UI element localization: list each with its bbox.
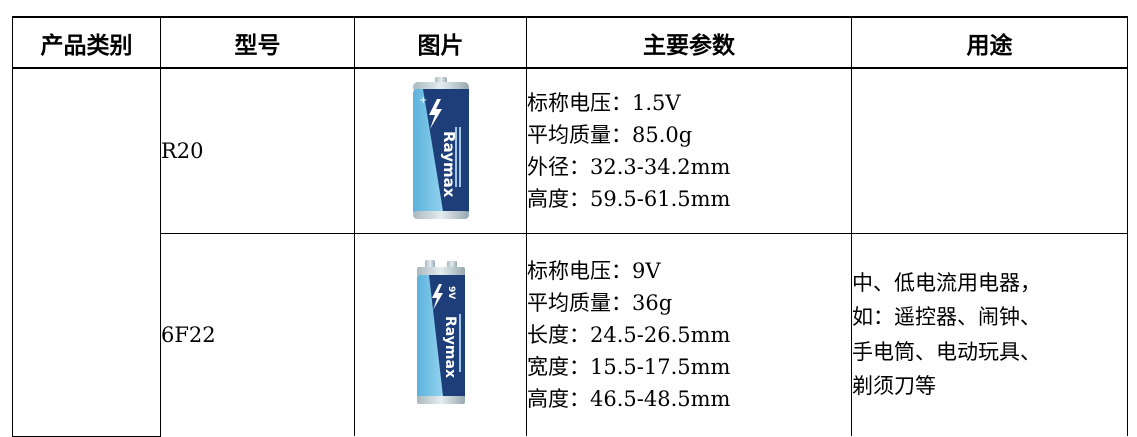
param-line: 标称电压：1.5V [527, 90, 681, 115]
param-line: 高度：46.5-48.5mm [527, 386, 731, 411]
battery-d-cell-icon: + Raymax [409, 75, 473, 227]
header-image: 图片 [354, 16, 527, 69]
battery-spec-table: 产品类别 型号 图片 主要参数 用途 R20 [12, 16, 1128, 437]
brand-label: Raymax [442, 316, 458, 378]
usage-cell-empty [851, 67, 1128, 234]
param-line: 高度：59.5-61.5mm [527, 186, 731, 211]
header-usage: 用途 [851, 16, 1128, 69]
category-cell [12, 67, 161, 437]
param-line: 宽度：15.5-17.5mm [527, 354, 731, 379]
image-cell: + Raymax [354, 67, 527, 234]
usage-cell: 中、低电流用电器， 如：遥控器、闹钟、 手电筒、电动玩具、 剃须刀等 [851, 232, 1128, 436]
image-cell: 9V Raymax [354, 232, 527, 436]
header-row: 产品类别 型号 图片 主要参数 用途 [12, 16, 1128, 69]
usage-line: 中、低电流用电器， [852, 270, 1041, 295]
battery-9v-icon: 9V Raymax [413, 258, 469, 412]
usage-line: 如：遥控器、闹钟、 [852, 305, 1041, 330]
param-line: 长度：24.5-26.5mm [527, 322, 731, 347]
usage-line: 手电筒、电动玩具、 [852, 339, 1041, 364]
header-model: 型号 [160, 16, 355, 69]
model-cell: R20 [160, 67, 355, 234]
usage-line: 剃须刀等 [852, 374, 936, 399]
svg-text:9V: 9V [446, 286, 456, 299]
param-line: 平均质量：85.0g [527, 122, 693, 147]
params-cell: 标称电压：1.5V 平均质量：85.0g 外径：32.3-34.2mm 高度：5… [526, 67, 852, 234]
param-line: 平均质量：36g [527, 290, 673, 315]
param-line: 外径：32.3-34.2mm [527, 154, 731, 179]
brand-label: Raymax [440, 131, 458, 198]
params-cell: 标称电压：9V 平均质量：36g 长度：24.5-26.5mm 宽度：15.5-… [526, 232, 852, 436]
model-cell: 6F22 [160, 232, 355, 436]
header-category: 产品类别 [12, 16, 161, 69]
svg-text:+: + [419, 95, 427, 106]
table-row: R20 [12, 67, 1128, 437]
param-line: 标称电压：9V [527, 258, 661, 283]
header-params: 主要参数 [526, 16, 852, 69]
table-row: 6F22 [13, 232, 1128, 436]
